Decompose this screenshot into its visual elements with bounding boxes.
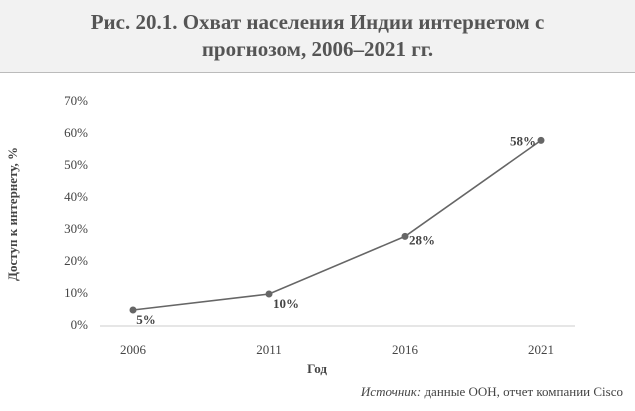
data-line	[132, 139, 542, 311]
data-label: 10%	[273, 296, 299, 311]
data-point	[265, 290, 273, 298]
header: Рис. 20.1. Охват населения Индии интерне…	[0, 0, 635, 73]
y-axis-label: Доступ к интернету, %	[5, 147, 20, 281]
x-tick-label: 2011	[256, 342, 282, 357]
y-tick-label: 50%	[64, 157, 88, 172]
data-point	[537, 136, 545, 144]
x-tick-label: 2016	[392, 342, 419, 357]
data-label: 5%	[136, 312, 156, 327]
x-axis-label: Год	[307, 361, 327, 376]
source: Источник: данные ООН, отчет компании Cis…	[361, 384, 623, 400]
y-tick-label: 70%	[64, 93, 88, 108]
x-tick-label: 2006	[120, 342, 147, 357]
data-point	[401, 232, 409, 240]
y-tick-label: 60%	[64, 125, 88, 140]
y-tick-label: 30%	[64, 221, 88, 236]
y-tick-label: 10%	[64, 285, 88, 300]
data-label: 58%	[510, 133, 536, 148]
chart-title: Рис. 20.1. Охват населения Индии интерне…	[90, 10, 545, 61]
x-tick-label: 2021	[528, 342, 554, 357]
source-label: Источник:	[360, 384, 422, 399]
source-text: данные ООН, отчет компании Cisco	[424, 384, 623, 399]
y-tick-label: 0%	[71, 317, 89, 332]
data-label: 28%	[409, 232, 435, 247]
data-point	[129, 306, 137, 314]
y-tick-label: 20%	[64, 253, 88, 268]
y-tick-label: 40%	[64, 189, 88, 204]
